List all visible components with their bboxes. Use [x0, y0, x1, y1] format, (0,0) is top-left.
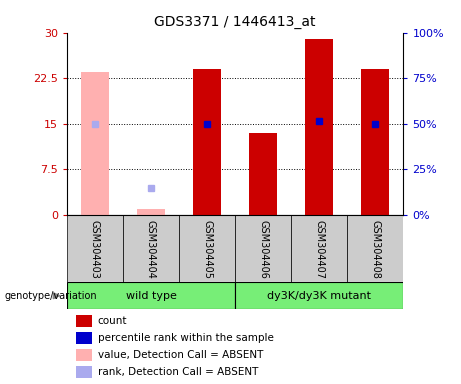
Text: GSM304403: GSM304403 [90, 220, 100, 279]
Bar [123, 215, 179, 282]
Bar [347, 215, 403, 282]
Bar [179, 215, 235, 282]
Bar [235, 215, 291, 282]
Bar [235, 282, 403, 309]
Text: dy3K/dy3K mutant: dy3K/dy3K mutant [267, 291, 371, 301]
Text: rank, Detection Call = ABSENT: rank, Detection Call = ABSENT [98, 367, 258, 377]
Bar [76, 332, 92, 344]
Text: wild type: wild type [125, 291, 177, 301]
Bar [137, 209, 165, 215]
Title: GDS3371 / 1446413_at: GDS3371 / 1446413_at [154, 15, 316, 29]
Bar [67, 215, 123, 282]
Bar [76, 315, 92, 328]
Text: genotype/variation: genotype/variation [5, 291, 97, 301]
Bar [76, 349, 92, 361]
Text: GSM304406: GSM304406 [258, 220, 268, 279]
Bar [193, 69, 221, 215]
Text: GSM304408: GSM304408 [370, 220, 380, 279]
Text: GSM304404: GSM304404 [146, 220, 156, 279]
Bar [249, 133, 277, 215]
Text: GSM304405: GSM304405 [202, 220, 212, 280]
Text: GSM304407: GSM304407 [314, 220, 324, 280]
Bar [361, 69, 390, 215]
Text: value, Detection Call = ABSENT: value, Detection Call = ABSENT [98, 350, 263, 360]
Bar [305, 39, 333, 215]
Bar [76, 366, 92, 378]
Text: count: count [98, 316, 127, 326]
Text: percentile rank within the sample: percentile rank within the sample [98, 333, 273, 343]
Bar [291, 215, 347, 282]
Bar [67, 282, 235, 309]
Bar [81, 72, 109, 215]
